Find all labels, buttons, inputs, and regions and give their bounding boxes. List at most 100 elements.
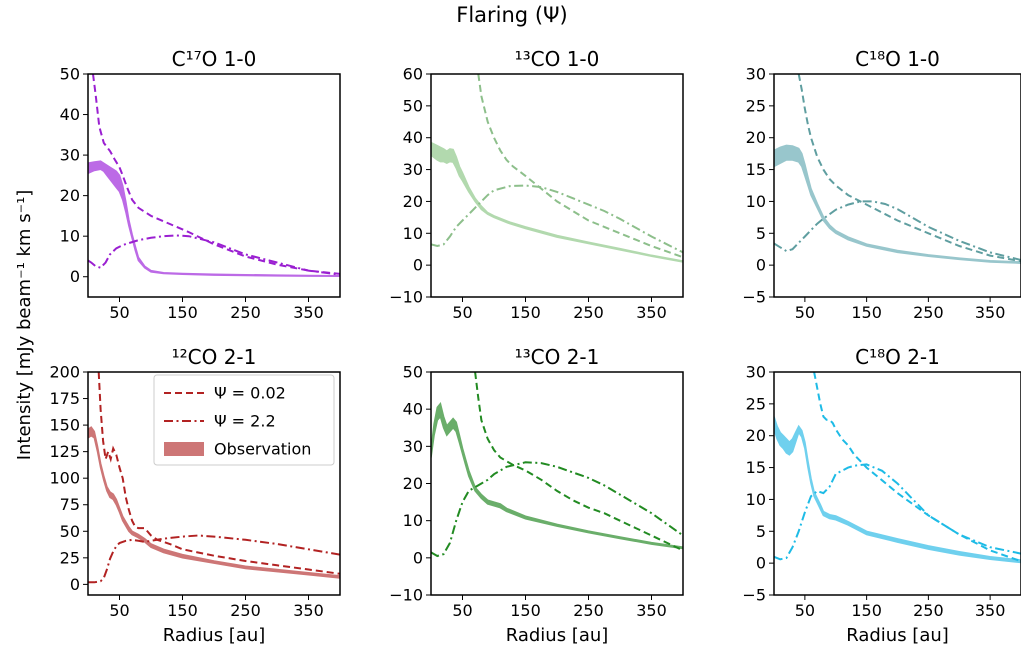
observation-band bbox=[88, 160, 340, 278]
y-tick-label: 30 bbox=[403, 160, 423, 179]
series-line-psi-0-02 bbox=[92, 74, 340, 275]
y-tick-label: 75 bbox=[60, 495, 80, 514]
axes-frame bbox=[430, 73, 684, 298]
x-tick-label: 350 bbox=[636, 303, 667, 322]
y-tick-label: 0 bbox=[413, 548, 423, 567]
y-tick-label: 50 bbox=[60, 65, 80, 84]
x-axis-label: Radius [au] bbox=[846, 625, 949, 646]
y-tick-label: 30 bbox=[403, 437, 423, 456]
x-tick-label: 150 bbox=[167, 303, 198, 322]
x-tick-label: 150 bbox=[851, 303, 882, 322]
plot-area bbox=[431, 74, 683, 263]
series-line-psi-0-02 bbox=[97, 372, 340, 575]
x-tick-label: 150 bbox=[510, 303, 541, 322]
y-tick-label: 50 bbox=[403, 96, 423, 115]
x-tick-label: 350 bbox=[975, 601, 1006, 620]
panel-title: C¹⁸O 1-0 bbox=[855, 47, 940, 71]
x-tick-label: 50 bbox=[109, 601, 129, 620]
panel-6: 50 150 250 350 −5 0 5 10 15 20 25 30 C¹⁸O 2-1 Radius … bbox=[742, 345, 1021, 646]
figure-ylabel: Intensity [mJy beam⁻¹ km s⁻¹] bbox=[14, 190, 35, 461]
y-tick-label: 15 bbox=[746, 160, 766, 179]
y-tick-label: 25 bbox=[60, 548, 80, 567]
observation-band bbox=[774, 416, 1021, 564]
panel-4: 50 150 250 350 0 25 50 75 100 125 150 175 200 ¹²CO 2-… bbox=[49, 345, 341, 646]
axes-frame bbox=[87, 73, 341, 298]
legend-label: Ψ = 0.02 bbox=[214, 384, 286, 403]
x-axis-label: Radius [au] bbox=[506, 625, 609, 646]
x-tick-label: 250 bbox=[913, 601, 944, 620]
panel-5: 50 150 250 350 −10 0 10 20 30 40 50 ¹³CO 2-1 Radius … bbox=[389, 345, 684, 646]
y-tick-label: 5 bbox=[756, 522, 766, 541]
panel-1: 50 150 250 350 0 10 20 30 40 50 C¹⁷O 1-0 bbox=[60, 47, 341, 322]
observation-band bbox=[774, 144, 1021, 264]
y-tick-label: 20 bbox=[403, 474, 423, 493]
y-tick-label: 125 bbox=[49, 442, 80, 461]
axes-frame bbox=[87, 371, 341, 596]
y-tick-label: 20 bbox=[60, 186, 80, 205]
panel-title: ¹³CO 2-1 bbox=[515, 345, 600, 369]
y-tick-label: 0 bbox=[70, 575, 80, 594]
x-tick-label: 250 bbox=[913, 303, 944, 322]
y-tick-label: −5 bbox=[742, 586, 766, 605]
x-tick-label: 50 bbox=[452, 303, 472, 322]
x-tick-label: 250 bbox=[573, 601, 604, 620]
legend-label: Observation bbox=[214, 440, 311, 459]
series-line-psi-2-2 bbox=[88, 534, 340, 584]
y-tick-label: 30 bbox=[746, 363, 766, 382]
x-tick-label: 250 bbox=[230, 601, 261, 620]
plot-area bbox=[774, 74, 1021, 264]
y-tick-label: −10 bbox=[389, 288, 423, 307]
axes-frame bbox=[773, 73, 1021, 298]
x-tick-label: 150 bbox=[851, 601, 882, 620]
observation-band bbox=[431, 141, 683, 263]
x-tick-label: 350 bbox=[293, 303, 324, 322]
y-tick-label: 50 bbox=[60, 522, 80, 541]
y-tick-label: 10 bbox=[403, 511, 423, 530]
x-tick-label: 350 bbox=[293, 601, 324, 620]
figure-suptitle: Flaring (Ψ) bbox=[456, 3, 567, 27]
x-axis-label: Radius [au] bbox=[163, 625, 266, 646]
series-line-psi-0-02 bbox=[813, 372, 1021, 563]
y-tick-label: 0 bbox=[756, 554, 766, 573]
y-tick-label: 10 bbox=[746, 192, 766, 211]
x-tick-label: 350 bbox=[975, 303, 1006, 322]
y-tick-label: 0 bbox=[413, 256, 423, 275]
panel-title: C¹⁷O 1-0 bbox=[172, 47, 257, 71]
panel-3: 50 150 250 350 −5 0 5 10 15 20 25 30 C¹⁸O 1-0 bbox=[742, 47, 1021, 322]
y-tick-label: 60 bbox=[403, 65, 423, 84]
x-tick-label: 50 bbox=[109, 303, 129, 322]
y-tick-label: 5 bbox=[756, 224, 766, 243]
x-tick-label: 50 bbox=[795, 303, 815, 322]
x-tick-label: 50 bbox=[452, 601, 472, 620]
y-tick-label: 10 bbox=[746, 490, 766, 509]
observation-band bbox=[88, 426, 340, 579]
plot-area bbox=[88, 74, 340, 278]
y-tick-label: 10 bbox=[403, 224, 423, 243]
y-tick-label: 25 bbox=[746, 96, 766, 115]
y-tick-label: 30 bbox=[746, 65, 766, 84]
series-line-psi-0-02 bbox=[797, 74, 1021, 263]
series-line-psi-0-02 bbox=[477, 74, 683, 259]
legend: Ψ = 0.02 Ψ = 2.2 Observation bbox=[153, 374, 335, 466]
y-tick-label: −5 bbox=[742, 288, 766, 307]
y-tick-label: 20 bbox=[746, 128, 766, 147]
y-tick-label: 40 bbox=[403, 128, 423, 147]
y-tick-label: 100 bbox=[49, 469, 80, 488]
y-tick-label: 150 bbox=[49, 416, 80, 435]
panel-2: 50 150 250 350 −10 0 10 20 30 40 50 60 ¹³CO 1-0 bbox=[389, 47, 684, 322]
series-line-psi-2-2 bbox=[774, 200, 1021, 261]
y-tick-label: −10 bbox=[389, 586, 423, 605]
axes-frame bbox=[773, 371, 1021, 596]
axes-frame bbox=[430, 371, 684, 596]
y-tick-label: 40 bbox=[403, 400, 423, 419]
panel-title: ¹³CO 1-0 bbox=[515, 47, 600, 71]
y-tick-label: 175 bbox=[49, 389, 80, 408]
y-tick-label: 30 bbox=[60, 146, 80, 165]
y-tick-label: 0 bbox=[70, 267, 80, 286]
panel-title: ¹²CO 2-1 bbox=[172, 345, 257, 369]
plot-area bbox=[88, 372, 340, 584]
y-tick-label: 25 bbox=[746, 394, 766, 413]
x-tick-label: 250 bbox=[230, 303, 261, 322]
